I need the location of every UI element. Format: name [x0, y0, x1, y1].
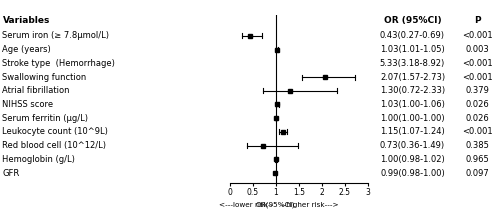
Text: 0.385: 0.385 [466, 141, 489, 150]
Text: 0.965: 0.965 [466, 155, 489, 164]
Text: <---lower risk--: <---lower risk-- [219, 202, 273, 208]
Text: 0.026: 0.026 [466, 100, 489, 109]
Text: <0.001: <0.001 [462, 73, 493, 82]
Text: 0.73(0.36-1.49): 0.73(0.36-1.49) [380, 141, 445, 150]
Text: P: P [474, 16, 481, 25]
Text: Swallowing function: Swallowing function [2, 73, 87, 82]
Text: 1.30(0.72-2.33): 1.30(0.72-2.33) [380, 86, 445, 95]
Text: OR (95%CI): OR (95%CI) [384, 16, 442, 25]
Text: Red blood cell (10^12/L): Red blood cell (10^12/L) [2, 141, 106, 150]
Text: 5.33(3.18-8.92): 5.33(3.18-8.92) [380, 59, 445, 68]
Text: NIHSS score: NIHSS score [2, 100, 54, 109]
Text: 0.99(0.98-1.00): 0.99(0.98-1.00) [380, 169, 445, 178]
Text: 0.026: 0.026 [466, 114, 489, 123]
Text: 1.00(1.00-1.00): 1.00(1.00-1.00) [380, 114, 445, 123]
Text: Hemoglobin (g/L): Hemoglobin (g/L) [2, 155, 76, 164]
Text: 2.07(1.57-2.73): 2.07(1.57-2.73) [380, 73, 445, 82]
Text: <0.001: <0.001 [462, 127, 493, 136]
Text: 0.43(0.27-0.69): 0.43(0.27-0.69) [380, 31, 445, 40]
Text: Age (years): Age (years) [2, 45, 51, 54]
Text: 1.15(1.07-1.24): 1.15(1.07-1.24) [380, 127, 445, 136]
Text: OR(95%CI): OR(95%CI) [256, 201, 296, 208]
Text: Atrial fibrillation: Atrial fibrillation [2, 86, 70, 95]
Text: 0.379: 0.379 [466, 86, 489, 95]
Text: Leukocyte count (10^9L): Leukocyte count (10^9L) [2, 127, 108, 136]
Text: Variables: Variables [2, 16, 50, 25]
Text: Stroke type  (Hemorrhage): Stroke type (Hemorrhage) [2, 59, 116, 68]
Text: 0.003: 0.003 [466, 45, 489, 54]
Text: <0.001: <0.001 [462, 31, 493, 40]
Text: GFR: GFR [2, 169, 20, 178]
Text: <0.001: <0.001 [462, 59, 493, 68]
Text: 1.00(0.98-1.02): 1.00(0.98-1.02) [380, 155, 445, 164]
Text: Serum iron (≥ 7.8μmol/L): Serum iron (≥ 7.8μmol/L) [2, 31, 110, 40]
Text: 1.03(1.00-1.06): 1.03(1.00-1.06) [380, 100, 445, 109]
Text: 1.03(1.01-1.05): 1.03(1.01-1.05) [380, 45, 445, 54]
Text: 0.097: 0.097 [466, 169, 489, 178]
Text: --higher risk--->: --higher risk---> [282, 202, 339, 208]
Text: Serum ferritin (μg/L): Serum ferritin (μg/L) [2, 114, 88, 123]
